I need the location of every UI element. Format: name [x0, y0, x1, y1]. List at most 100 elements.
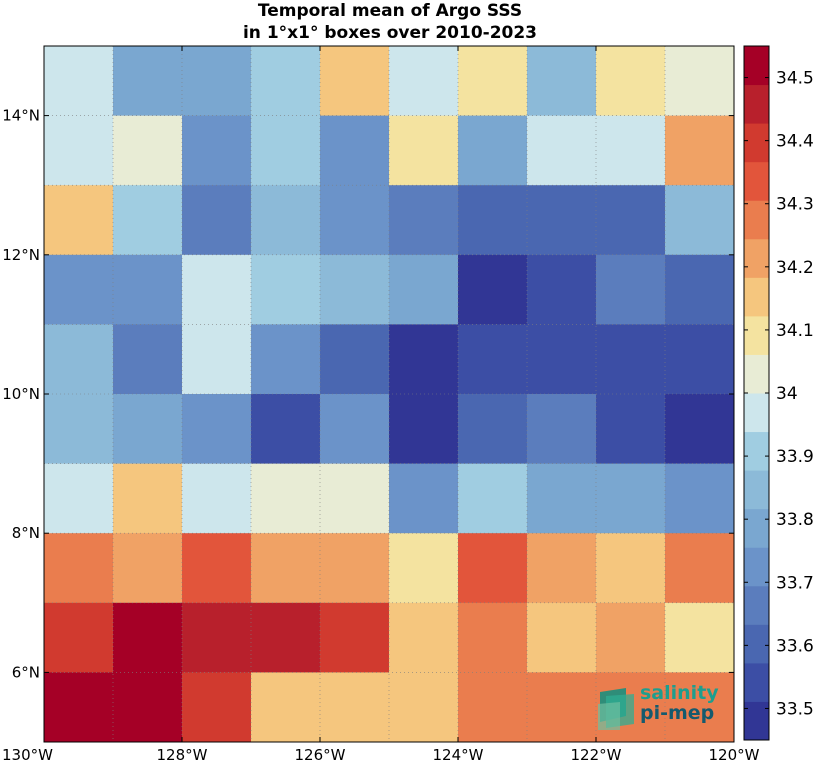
chart-title-line-2: in 1°x1° boxes over 2010-2023	[242, 23, 538, 43]
heatmap-cell	[527, 46, 597, 117]
heatmap-cell	[458, 394, 528, 465]
heatmap-cell	[113, 115, 183, 186]
heatmap-cell	[389, 463, 459, 534]
heatmap-cell	[44, 463, 114, 534]
heatmap-cell	[389, 254, 459, 325]
logo-line-1: salinity	[640, 682, 719, 704]
heatmap-cell	[320, 324, 390, 395]
colorbar-segment	[744, 431, 769, 471]
y-tick-label: 6°N	[12, 663, 40, 681]
heatmap-cell	[182, 254, 252, 325]
heatmap-cell	[182, 324, 252, 395]
colorbar-segment	[744, 624, 769, 664]
heatmap-cell	[320, 185, 390, 256]
heatmap-cell	[665, 46, 735, 117]
x-tick-label: 120°W	[709, 746, 760, 763]
heatmap-cell	[182, 463, 252, 534]
heatmap-cell	[596, 463, 666, 534]
colorbar-segment	[744, 354, 769, 394]
heatmap-cell	[113, 672, 183, 743]
heatmap-cell	[665, 115, 735, 186]
y-tick-label: 14°N	[2, 107, 40, 125]
x-tick-label: 122°W	[571, 746, 622, 763]
heatmap-cell	[113, 602, 183, 673]
logo-line-2: pi-mep	[640, 702, 715, 724]
colorbar-segment	[744, 277, 769, 317]
heatmap-cell	[596, 185, 666, 256]
heatmap-cells	[44, 46, 735, 743]
colorbar-segment	[744, 315, 769, 355]
heatmap-cell	[389, 672, 459, 743]
heatmap-cell	[251, 254, 321, 325]
heatmap-cell	[44, 254, 114, 325]
heatmap-cell	[113, 463, 183, 534]
heatmap-cell	[389, 185, 459, 256]
heatmap-cell	[389, 46, 459, 117]
chart-title-line-1: Temporal mean of Argo SSS	[257, 1, 523, 21]
colorbar-tick-label: 33.9	[776, 447, 814, 467]
heatmap-cell	[527, 254, 597, 325]
y-tick-label: 12°N	[2, 246, 40, 264]
heatmap-cell	[389, 324, 459, 395]
heatmap-cell	[665, 463, 735, 534]
heatmap-cell	[596, 324, 666, 395]
heatmap-cell	[389, 115, 459, 186]
logo-text: salinity pi-mep	[640, 683, 719, 723]
heatmap-cell	[44, 602, 114, 673]
heatmap-cell	[665, 324, 735, 395]
heatmap-cell	[527, 463, 597, 534]
colorbar-segment	[744, 470, 769, 510]
heatmap-cell	[182, 185, 252, 256]
heatmap-cell	[320, 672, 390, 743]
heatmap-cell	[596, 394, 666, 465]
colorbar-tick-label: 34.2	[776, 258, 814, 278]
heatmap-cell	[458, 672, 528, 743]
heatmap-cell	[320, 463, 390, 534]
heatmap-cell	[182, 394, 252, 465]
colorbar-segment	[744, 123, 769, 163]
colorbar-segment	[744, 701, 769, 741]
heatmap-cell	[44, 115, 114, 186]
heatmap-cell	[527, 394, 597, 465]
colorbar-segment	[744, 161, 769, 201]
colorbar-tick-label: 34.3	[776, 195, 814, 215]
heatmap-cell	[665, 394, 735, 465]
heatmap-cell	[251, 394, 321, 465]
y-tick-label: 8°N	[12, 524, 40, 542]
heatmap-cell	[251, 463, 321, 534]
heatmap-cell	[389, 533, 459, 604]
heatmap-cell	[251, 602, 321, 673]
colorbar: 33.5 33.6 33.7 33.8 33.9 34 34.1 34.2 34.3 34.4 34…	[743, 45, 814, 741]
heatmap-cell	[113, 46, 183, 117]
heatmap-cell	[113, 324, 183, 395]
heatmap-cell	[182, 533, 252, 604]
heatmap-cell	[44, 394, 114, 465]
heatmap-cell	[44, 672, 114, 743]
x-tick-label: 130°W	[2, 746, 53, 763]
heatmap-cell	[458, 602, 528, 673]
heatmap-cell	[182, 115, 252, 186]
y-tick-label: 10°N	[2, 385, 40, 403]
heatmap-cell	[458, 254, 528, 325]
heatmap-cell	[44, 46, 114, 117]
heatmap-cell	[251, 324, 321, 395]
colorbar-tick-label: 34.1	[776, 321, 814, 341]
heatmap-cell	[596, 602, 666, 673]
x-axis: 130°W 128°W 126°W 124°W 122°W 120°W	[2, 46, 760, 763]
colorbar-segment	[744, 200, 769, 240]
x-tick-label: 124°W	[433, 746, 484, 763]
heatmap-cell	[113, 394, 183, 465]
heatmap-cell	[527, 672, 597, 743]
x-tick-label: 126°W	[295, 746, 346, 763]
colorbar-tick-label: 34.4	[776, 132, 814, 152]
heatmap-cell	[527, 324, 597, 395]
heatmap-cell	[458, 185, 528, 256]
heatmap-cell	[320, 254, 390, 325]
heatmap-cell	[458, 533, 528, 604]
colorbar-segment	[744, 585, 769, 625]
chart-title: Temporal mean of Argo SSS in 1°x1° boxes…	[0, 0, 780, 44]
heatmap-cell	[44, 185, 114, 256]
heatmap-cell	[458, 463, 528, 534]
heatmap-cell	[320, 602, 390, 673]
